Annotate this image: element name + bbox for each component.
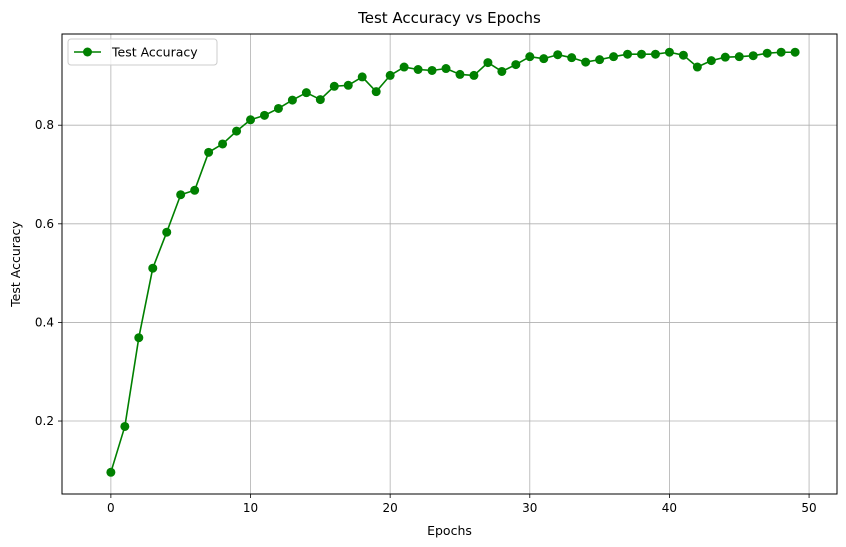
data-point [720,52,730,62]
data-point [259,110,269,120]
data-point [692,62,702,72]
data-point [483,58,493,68]
data-point [734,52,744,62]
x-tick-label: 50 [801,501,816,515]
x-tick-label: 10 [243,501,258,515]
data-point [790,47,800,57]
data-point [148,263,158,273]
data-point [301,88,311,98]
y-axis-label: Test Accuracy [8,221,23,308]
data-point [246,115,256,125]
data-point [106,467,116,477]
data-point [511,60,521,70]
data-point [329,81,339,91]
data-point [609,52,619,62]
data-point [343,80,353,90]
legend-label: Test Accuracy [111,45,198,60]
data-point [287,95,297,105]
data-point [706,56,716,66]
data-point [595,55,605,65]
data-point [637,49,647,59]
data-point [162,227,172,237]
x-tick-label: 0 [107,501,115,515]
grid [62,34,837,494]
data-point [273,103,283,113]
data-point [399,62,409,72]
y-tick-label: 0.6 [35,217,54,231]
data-point [371,87,381,97]
data-point [539,54,549,64]
data-point [190,185,200,195]
data-point [567,53,577,63]
data-point [357,72,367,82]
data-point [762,48,772,58]
data-point [678,50,688,60]
data-point [748,51,758,61]
data-point [553,50,563,60]
data-point [441,64,451,74]
data-point [413,64,423,74]
data-point [385,70,395,80]
legend-box [67,38,218,66]
x-axis-label: Epochs [427,523,472,538]
legend: Test Accuracy [67,38,218,66]
data-point [776,47,786,57]
data-point [427,65,437,75]
data-point [455,69,465,79]
data-point [469,70,479,80]
y-tick-label: 0.4 [35,315,54,329]
series-layer [106,47,800,477]
data-point [650,49,660,59]
data-point [204,147,214,157]
x-tick-label: 30 [522,501,537,515]
chart-title: Test Accuracy vs Epochs [357,9,541,27]
plot-frame [61,33,838,495]
y-tick-label: 0.8 [35,118,54,132]
data-point [525,52,535,62]
data-point [218,139,228,149]
data-point [581,57,591,67]
x-tick-label: 20 [383,501,398,515]
axis-ticks: 0 10 20 30 40 50 0.2 0.4 0.6 0.8 [35,118,817,515]
data-point [176,190,186,200]
legend-marker [83,47,92,57]
data-point [315,95,325,105]
data-point [664,47,674,57]
x-tick-label: 40 [662,501,677,515]
data-point [623,49,633,59]
y-tick-label: 0.2 [35,414,54,428]
data-point [120,421,130,431]
data-point [497,66,507,76]
data-point [232,126,242,136]
data-point [134,333,144,343]
